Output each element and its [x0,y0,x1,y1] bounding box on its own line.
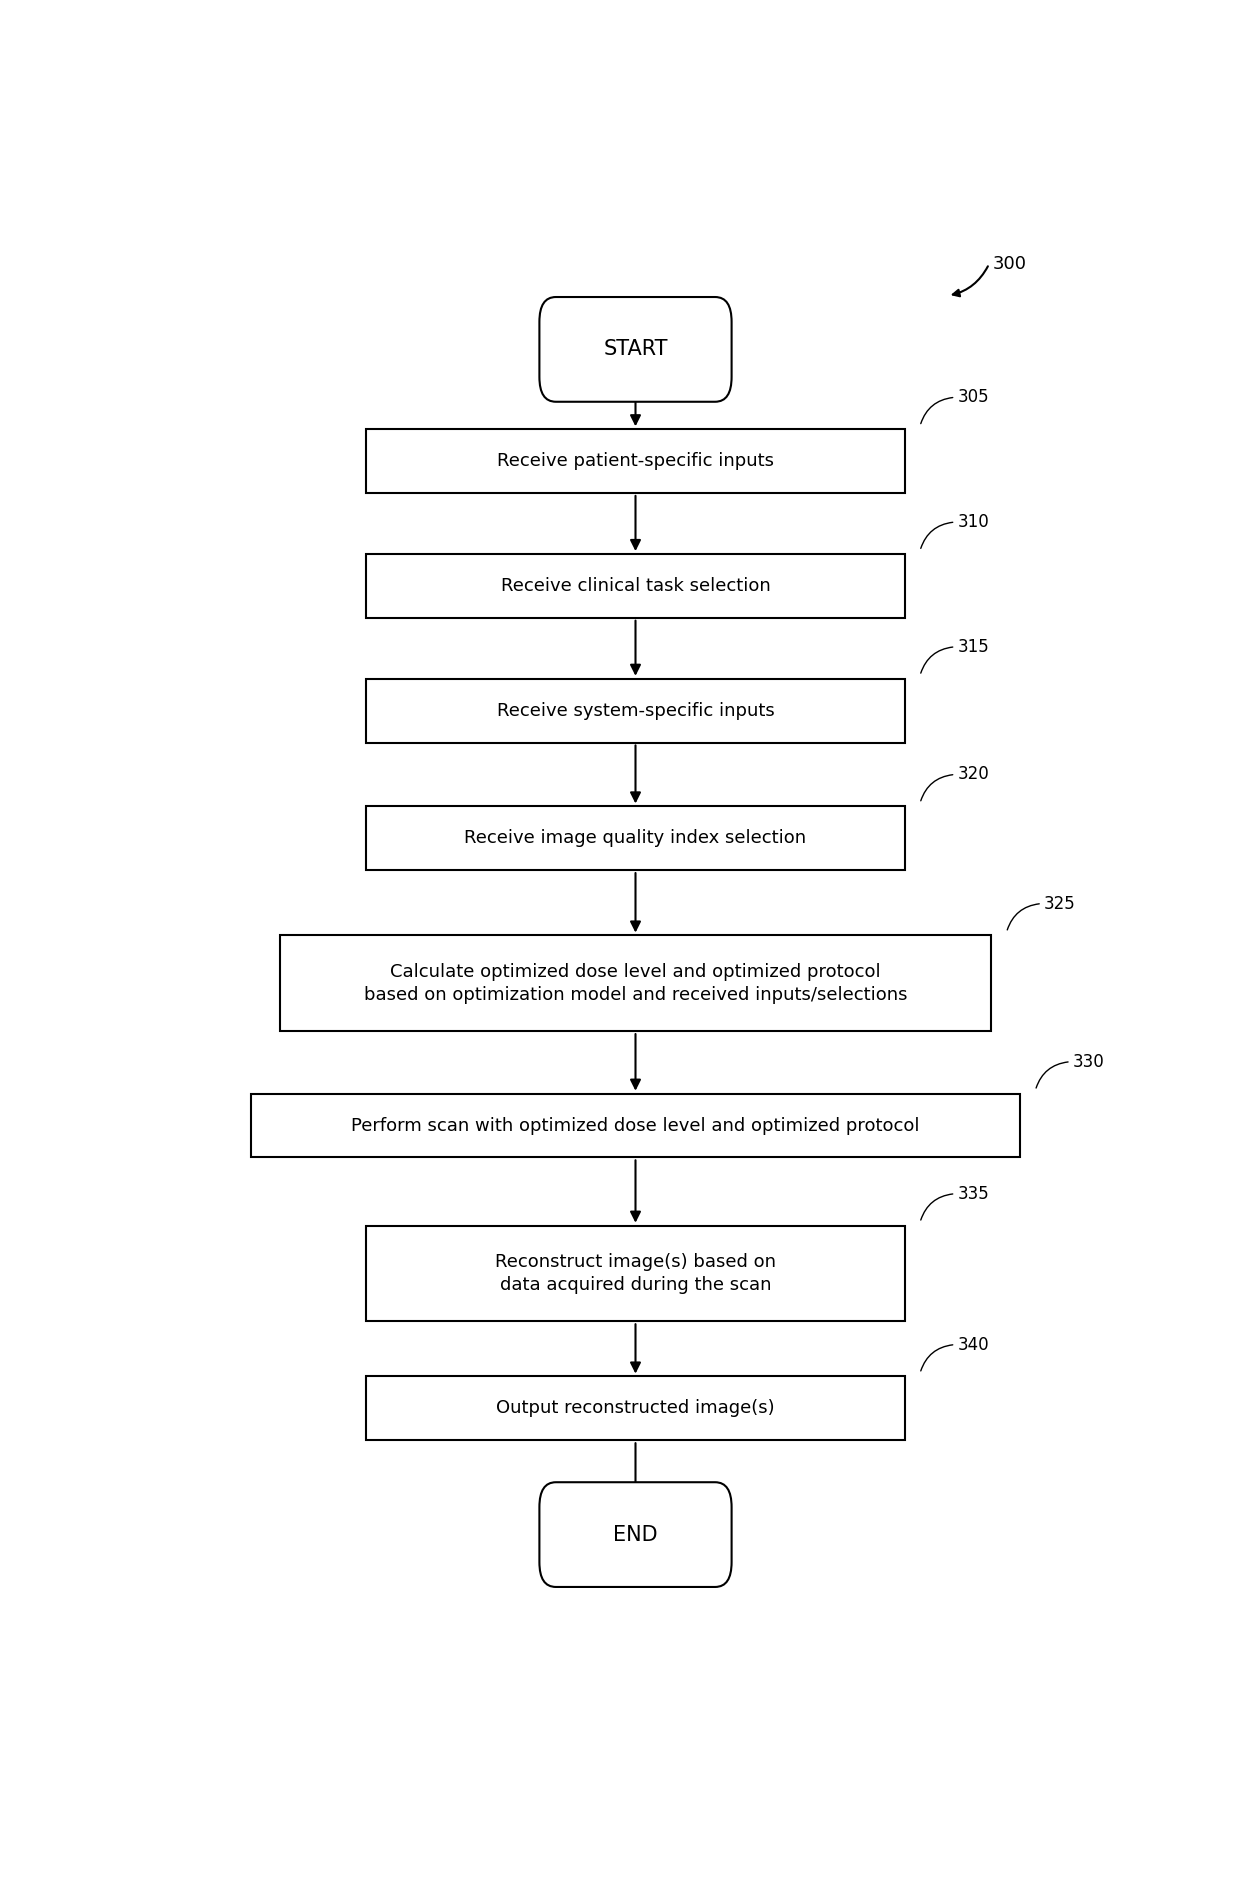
Text: Calculate optimized dose level and optimized protocol
based on optimization mode: Calculate optimized dose level and optim… [363,963,908,1004]
FancyBboxPatch shape [539,298,732,401]
Text: 315: 315 [957,639,990,656]
FancyBboxPatch shape [367,1377,905,1439]
FancyBboxPatch shape [250,1093,1019,1157]
Text: Receive system-specific inputs: Receive system-specific inputs [497,701,774,720]
Text: Output reconstructed image(s): Output reconstructed image(s) [496,1400,775,1417]
Text: Receive image quality index selection: Receive image quality index selection [465,829,806,848]
FancyBboxPatch shape [367,1226,905,1321]
Text: START: START [603,339,668,360]
Text: Receive clinical task selection: Receive clinical task selection [501,577,770,595]
Text: Perform scan with optimized dose level and optimized protocol: Perform scan with optimized dose level a… [351,1117,920,1134]
Text: 320: 320 [957,765,990,784]
Text: 330: 330 [1073,1053,1105,1070]
Text: 300: 300 [993,254,1027,273]
Text: 340: 340 [957,1336,990,1353]
FancyBboxPatch shape [367,806,905,870]
Text: END: END [614,1524,657,1545]
FancyBboxPatch shape [367,430,905,494]
Text: 305: 305 [957,388,990,407]
Text: Reconstruct image(s) based on
data acquired during the scan: Reconstruct image(s) based on data acqui… [495,1253,776,1294]
FancyBboxPatch shape [539,1483,732,1586]
Text: 335: 335 [957,1185,990,1202]
Text: Receive patient-specific inputs: Receive patient-specific inputs [497,452,774,471]
FancyBboxPatch shape [367,678,905,742]
FancyBboxPatch shape [367,554,905,618]
Text: 325: 325 [1044,895,1075,912]
FancyBboxPatch shape [280,936,991,1031]
Text: 310: 310 [957,512,990,531]
